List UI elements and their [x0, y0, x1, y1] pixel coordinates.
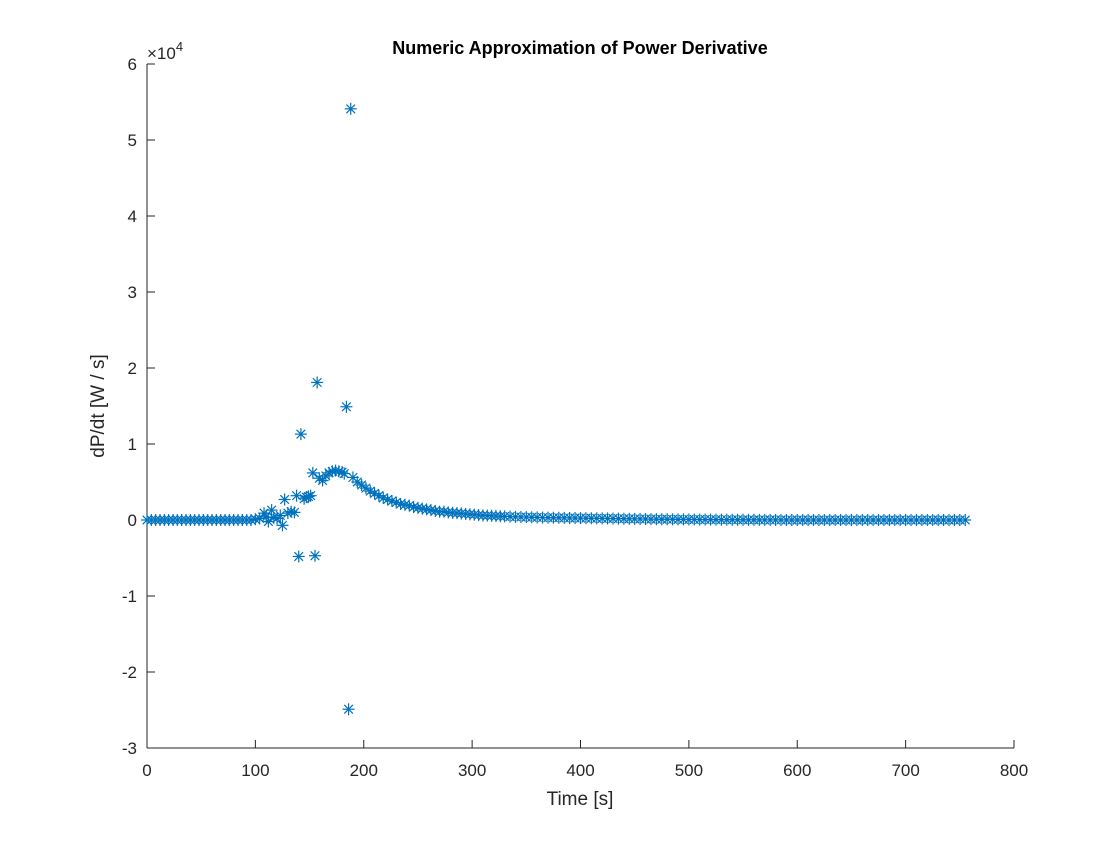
data-point: [274, 509, 287, 522]
x-ticks: 0 100 200 300 400 500 600 700 800: [142, 740, 1028, 780]
y-tick-label: -3: [122, 739, 137, 758]
data-point: [308, 549, 321, 562]
data-point: [265, 504, 278, 517]
y-exponent-label: ×104: [147, 39, 183, 63]
data-point: [311, 376, 324, 389]
x-tick-label: 400: [566, 761, 594, 780]
x-tick-label: 300: [458, 761, 486, 780]
data-point: [276, 519, 289, 532]
y-tick-label: -2: [122, 663, 137, 682]
y-axis-label: dP/dt [W / s]: [88, 354, 109, 457]
chart-title: Numeric Approximation of Power Derivativ…: [392, 38, 767, 58]
y-exponent-base: ×10: [147, 44, 176, 63]
y-tick-label: 1: [128, 435, 137, 454]
data-point: [342, 703, 355, 716]
x-tick-label: 600: [783, 761, 811, 780]
x-tick-label: 0: [142, 761, 151, 780]
data-point: [340, 400, 353, 413]
x-tick-label: 800: [1000, 761, 1028, 780]
x-tick-label: 500: [675, 761, 703, 780]
y-tick-label: 4: [128, 207, 137, 226]
y-tick-label: -1: [122, 587, 137, 606]
x-tick-label: 100: [241, 761, 269, 780]
data-markers: [141, 102, 972, 716]
data-point: [245, 514, 258, 526]
y-tick-label: 6: [128, 55, 137, 74]
y-ticks: -3 -2 -1 0 1 2 3 4 5 6: [122, 55, 155, 758]
data-point: [302, 490, 315, 503]
data-point: [304, 489, 317, 502]
data-point: [292, 550, 305, 563]
data-point: [959, 514, 972, 526]
y-exponent-power: 4: [176, 39, 183, 54]
data-point: [338, 467, 351, 480]
x-axis-label: Time [s]: [547, 789, 614, 810]
x-tick-label: 200: [350, 761, 378, 780]
y-tick-label: 5: [128, 131, 137, 150]
y-tick-label: 0: [128, 511, 137, 530]
data-point: [278, 493, 291, 506]
y-tick-label: 3: [128, 283, 137, 302]
data-point: [344, 102, 357, 115]
y-tick-label: 2: [128, 359, 137, 378]
data-point: [306, 466, 319, 479]
plot-frame: [146, 64, 1014, 749]
x-tick-label: 700: [891, 761, 919, 780]
data-point: [288, 506, 301, 519]
data-point: [294, 428, 307, 441]
